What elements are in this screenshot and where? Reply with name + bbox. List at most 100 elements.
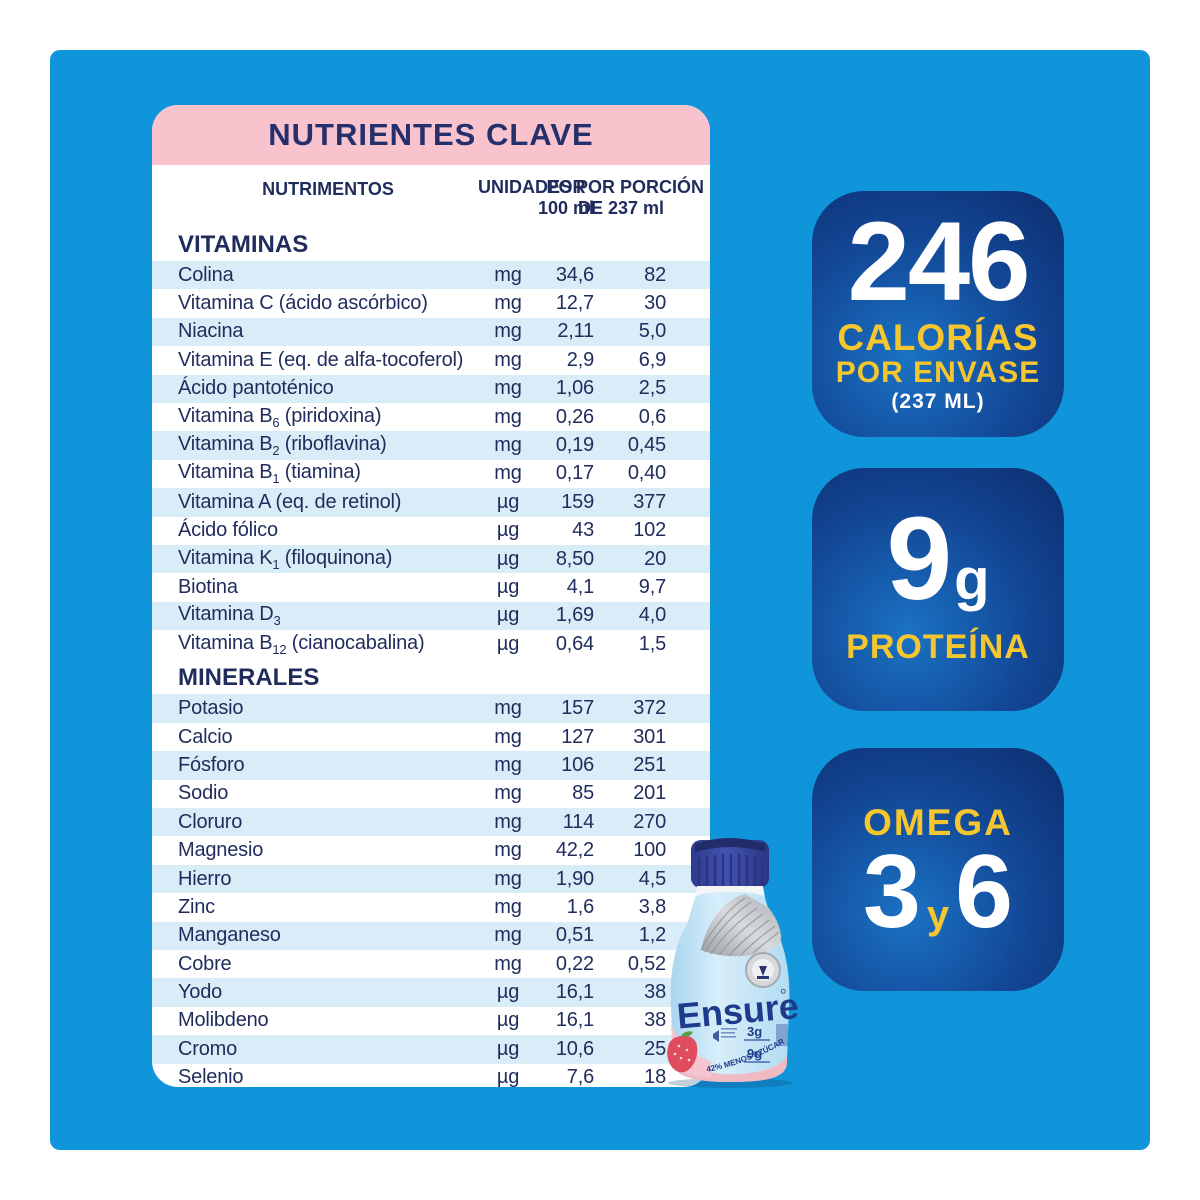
- nutrient-unit: µg: [496, 1066, 520, 1087]
- value-per-serving: 38: [644, 981, 666, 1004]
- nutrient-name: Vitamina B2 (riboflavina): [178, 433, 387, 459]
- table-row: Vitamina D3 µg 1,69 4,0: [152, 601, 710, 631]
- table-sections: VITAMINAS Colina mg 34,6 82 Vitamina C (ácido…: [152, 225, 710, 1087]
- table-row: Zinc mg 1,6 3,8: [152, 893, 710, 921]
- table-row: Sodio mg 85 201: [152, 780, 710, 808]
- value-per-100ml: 2,9: [566, 348, 594, 371]
- value-per-serving: 102: [633, 519, 666, 542]
- card-header: NUTRIENTES CLAVE: [152, 105, 710, 165]
- table-row: Selenio µg 7,6 18: [152, 1064, 710, 1087]
- value-per-100ml: 10,6: [555, 1037, 594, 1060]
- nutrient-unit: mg: [494, 434, 522, 457]
- value-per-serving: 251: [633, 753, 666, 776]
- nutrition-card: NUTRIENTES CLAVE NUTRIMENTOS UNIDADES PO…: [152, 105, 710, 1087]
- nutrient-unit: mg: [494, 725, 522, 748]
- table-row: Colina mg 34,6 82: [152, 261, 710, 290]
- value-per-serving: 0,45: [627, 434, 666, 457]
- nutrient-name: Fósforo: [178, 753, 245, 776]
- nutrient-name: Cloruro: [178, 810, 243, 833]
- table-row: Yodo µg 16,1 38: [152, 978, 710, 1007]
- table-row: Vitamina B2 (riboflavina) mg 0,19 0,45: [152, 431, 710, 460]
- table-row: Fósforo mg 106 251: [152, 751, 710, 780]
- value-per-serving: 201: [633, 782, 666, 805]
- value-per-serving: 270: [633, 810, 666, 833]
- table-row: Vitamina B12 (cianocabalina) µg 0,64 1,5: [152, 630, 710, 658]
- value-per-serving: 0,40: [627, 462, 666, 485]
- table-row: Potasio mg 157 372: [152, 694, 710, 723]
- nutrient-unit: mg: [494, 810, 522, 833]
- protein-value: 9: [886, 492, 953, 625]
- value-per-100ml: 2,11: [557, 320, 594, 343]
- omega-num-3: 3: [863, 834, 921, 951]
- table-row: Vitamina K1 (filoquinona) µg 8,50 20: [152, 544, 710, 574]
- table-row: Vitamina C (ácido ascórbico) mg 12,7 30: [152, 289, 710, 317]
- nutrient-unit: mg: [494, 697, 522, 720]
- nutrient-name: Sodio: [178, 782, 229, 805]
- table-row: Vitamina B1 (tiamina) mg 0,17 0,40: [152, 460, 710, 488]
- value-per-100ml: 42,2: [555, 839, 594, 862]
- value-per-100ml: 0,64: [555, 632, 594, 655]
- nutrient-name: Vitamina B6 (piridoxina): [178, 404, 382, 430]
- nutrient-name: Vitamina E (eq. de alfa-tocoferol): [178, 348, 464, 371]
- nutrient-name: Vitamina C (ácido ascórbico): [178, 292, 428, 315]
- value-per-100ml: 159: [561, 490, 594, 513]
- col-per-serving: POR PORCIÓN DE 237 ml: [576, 177, 705, 218]
- col-nutrients: NUTRIMENTOS: [262, 179, 394, 199]
- value-per-serving: 6,9: [638, 348, 666, 371]
- value-per-100ml: 16,1: [555, 981, 594, 1004]
- value-per-100ml: 1,69: [555, 604, 594, 627]
- table-row: Ácido fólico µg 43 102: [152, 517, 710, 545]
- foil-swirl-icon: [700, 894, 781, 988]
- nutrient-name: Biotina: [178, 575, 238, 598]
- section-title: VITAMINAS: [178, 231, 309, 258]
- value-per-serving: 18: [644, 1066, 666, 1087]
- protein-label: PROTEÍNA: [846, 628, 1030, 667]
- nutrient-name: Hierro: [178, 867, 232, 890]
- value-per-100ml: 0,26: [555, 405, 594, 428]
- value-per-100ml: 43: [572, 519, 594, 542]
- value-per-serving: 9,7: [638, 575, 666, 598]
- table-row: Ácido pantoténico mg 1,06 2,5: [152, 374, 710, 403]
- value-per-100ml: 1,06: [555, 377, 594, 400]
- protein-value-group: 9 g: [886, 492, 989, 625]
- nutrient-name: Cobre: [178, 952, 232, 975]
- omega-numbers: 3 y 6: [863, 834, 1013, 951]
- nutrient-unit: mg: [494, 348, 522, 371]
- nutrient-name: Niacina: [178, 320, 244, 343]
- value-per-100ml: 7,6: [566, 1066, 594, 1087]
- nutrient-unit: mg: [494, 320, 522, 343]
- table-column-headers: NUTRIMENTOS UNIDADES POR 100 ml POR PORC…: [152, 165, 710, 225]
- value-per-100ml: 4,1: [566, 575, 594, 598]
- nutrient-name: Zinc: [178, 895, 215, 918]
- bottle-callout-9g: 9g: [747, 1046, 762, 1061]
- nutrient-name: Vitamina D3: [178, 603, 281, 629]
- table-row: Cromo µg 10,6 25: [152, 1035, 710, 1064]
- calories-label-3: (237 ML): [891, 390, 985, 413]
- nutrient-unit: mg: [494, 952, 522, 975]
- nutrient-name: Vitamina B1 (tiamina): [178, 461, 361, 487]
- table-row: Hierro mg 1,90 4,5: [152, 864, 710, 894]
- table-row: Niacina mg 2,11 5,0: [152, 317, 710, 347]
- value-per-serving: 372: [633, 697, 666, 720]
- nutrient-unit: mg: [494, 753, 522, 776]
- value-per-100ml: 8,50: [555, 547, 594, 570]
- nutrient-unit: mg: [494, 782, 522, 805]
- protein-badge: 9 g PROTEÍNA: [812, 468, 1064, 711]
- value-per-100ml: 127: [561, 725, 594, 748]
- calories-label-2: POR ENVASE: [835, 356, 1041, 389]
- value-per-100ml: 0,22: [555, 952, 594, 975]
- value-per-serving: 3,8: [638, 895, 666, 918]
- bottle-callouts: 3g 9g: [713, 1024, 788, 1063]
- value-per-serving: 301: [633, 725, 666, 748]
- value-per-100ml: 0,19: [555, 434, 594, 457]
- table-row: Vitamina E (eq. de alfa-tocoferol) mg 2,9 6…: [152, 346, 710, 374]
- value-per-serving: 100: [633, 839, 666, 862]
- bottle-callout-3g: 3g: [747, 1024, 762, 1039]
- value-per-serving: 30: [644, 292, 666, 315]
- nutrient-unit: mg: [494, 263, 522, 286]
- value-per-100ml: 12,7: [555, 292, 594, 315]
- nutrient-unit: µg: [496, 1009, 520, 1032]
- section-title: MINERALES: [178, 664, 320, 692]
- nutrient-unit: µg: [496, 547, 520, 570]
- nutrient-unit: µg: [496, 575, 520, 598]
